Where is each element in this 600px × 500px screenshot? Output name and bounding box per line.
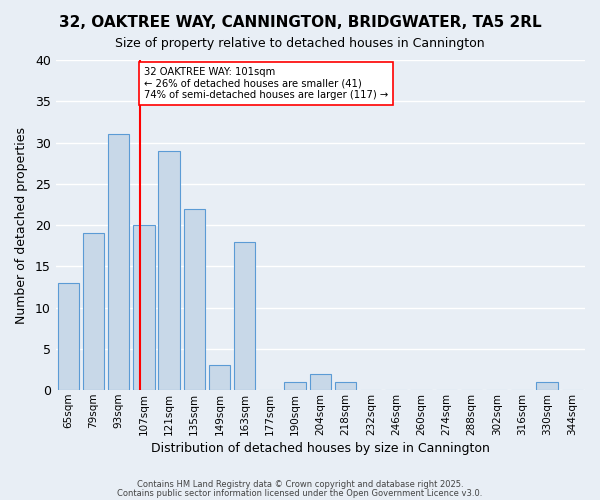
Bar [58, 283, 79, 390]
Text: 32 OAKTREE WAY: 101sqm
← 26% of detached houses are smaller (41)
74% of semi-det: 32 OAKTREE WAY: 101sqm ← 26% of detached… [144, 66, 388, 100]
Bar [209, 366, 230, 390]
Bar [108, 134, 130, 390]
Text: Contains public sector information licensed under the Open Government Licence v3: Contains public sector information licen… [118, 489, 482, 498]
Bar [335, 382, 356, 390]
Y-axis label: Number of detached properties: Number of detached properties [15, 126, 28, 324]
Bar [83, 234, 104, 390]
X-axis label: Distribution of detached houses by size in Cannington: Distribution of detached houses by size … [151, 442, 490, 455]
Bar [133, 225, 155, 390]
Text: 32, OAKTREE WAY, CANNINGTON, BRIDGWATER, TA5 2RL: 32, OAKTREE WAY, CANNINGTON, BRIDGWATER,… [59, 15, 541, 30]
Bar [536, 382, 558, 390]
Bar [234, 242, 256, 390]
Text: Size of property relative to detached houses in Cannington: Size of property relative to detached ho… [115, 38, 485, 51]
Bar [158, 151, 180, 390]
Text: Contains HM Land Registry data © Crown copyright and database right 2025.: Contains HM Land Registry data © Crown c… [137, 480, 463, 489]
Bar [310, 374, 331, 390]
Bar [284, 382, 306, 390]
Bar [184, 208, 205, 390]
